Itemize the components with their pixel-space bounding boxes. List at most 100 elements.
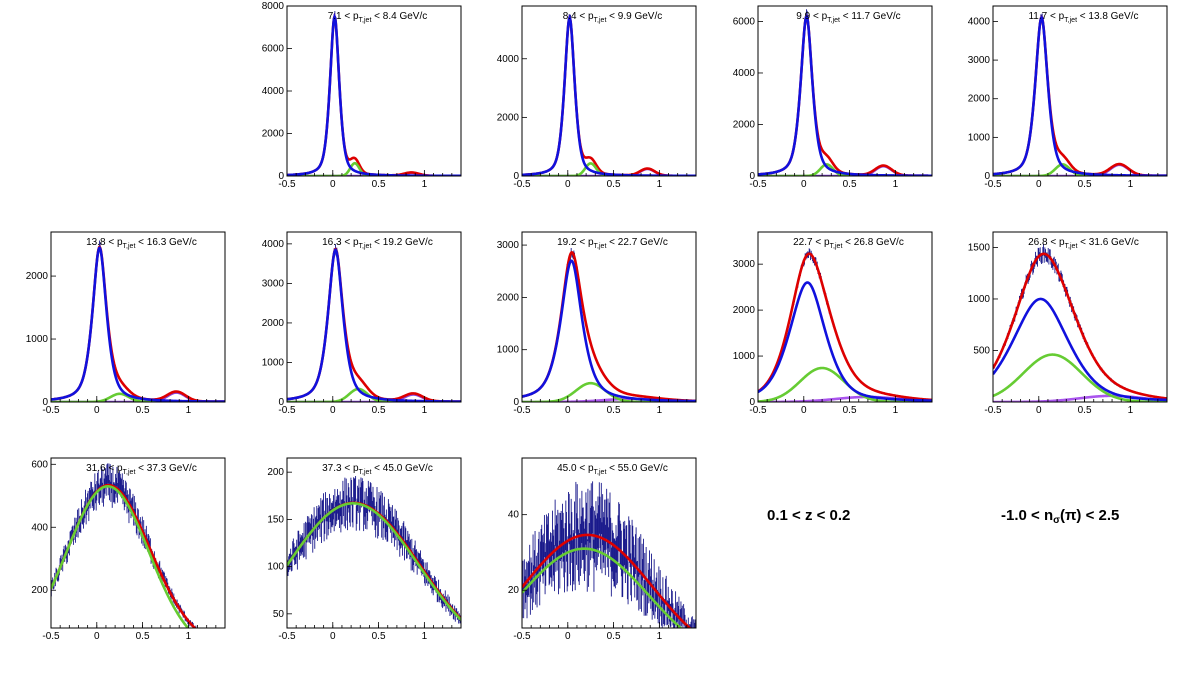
x-tick-label: -0.5 xyxy=(749,179,767,190)
axis-frame xyxy=(521,231,697,403)
total-fit-curve xyxy=(993,252,1167,400)
total-fit-curve xyxy=(522,533,692,628)
chart-panel: -0.5 0 0.5 1 0 1000 2000 13.8 < pT,jet < 16.3 G… xyxy=(26,231,226,416)
x-tick-label: 1 xyxy=(657,405,663,416)
x-tick-label: 0 xyxy=(1036,405,1042,416)
x-tick-label: 0 xyxy=(565,179,571,190)
kaon-fit-curve xyxy=(287,502,461,621)
panel-title: 7.1 < pT,jet < 8.4 GeV/c xyxy=(328,11,428,24)
y-tick-label: 0 xyxy=(749,397,755,408)
y-tick-label: 6000 xyxy=(733,16,756,27)
y-tick-label: 400 xyxy=(31,522,48,533)
x-tick-label: 0.5 xyxy=(372,631,386,642)
x-tick-label: -0.5 xyxy=(42,405,60,416)
nsigma-range-annotation: -1.0 < nσ(π) < 2.5 xyxy=(1001,507,1119,526)
y-tick-label: 3000 xyxy=(733,259,756,270)
x-tick-label: -0.5 xyxy=(984,179,1002,190)
y-tick-label: 1500 xyxy=(968,242,991,253)
x-tick-label: -0.5 xyxy=(984,405,1002,416)
pion-fit-curve xyxy=(993,297,1167,402)
y-tick-label: 0 xyxy=(278,171,284,182)
x-tick-label: 0 xyxy=(1036,179,1042,190)
x-tick-label: 0.5 xyxy=(843,179,857,190)
y-tick-label: 2000 xyxy=(733,119,756,130)
chart-svg: -0.5 0 0.5 1 200 400 600 31.6 < pT,jet < 37.3 G… xyxy=(31,457,226,642)
x-tick-label: 1 xyxy=(1128,405,1134,416)
axis-frame xyxy=(757,5,933,177)
kaon-fit-curve xyxy=(993,353,1167,402)
plot-area xyxy=(993,244,1167,402)
x-tick-label: -0.5 xyxy=(513,179,531,190)
plot-area xyxy=(287,244,461,402)
y-tick-label: 3000 xyxy=(262,278,285,289)
y-tick-label: 3000 xyxy=(497,240,520,251)
axis-frame xyxy=(286,231,462,403)
y-tick-label: 200 xyxy=(31,585,48,596)
y-tick-label: 2000 xyxy=(968,94,991,105)
y-tick-label: 1000 xyxy=(733,351,756,362)
panel-title: 19.2 < pT,jet < 22.7 GeV/c xyxy=(557,237,668,250)
plot-area xyxy=(51,240,225,402)
chart-panel: -0.5 0 0.5 1 0 1000 2000 3000 19.2 < pT,jet < 22… xyxy=(497,231,697,416)
axis-frame xyxy=(521,457,697,629)
plot-area xyxy=(522,14,696,176)
axis-frame xyxy=(286,457,462,629)
pion-fit-curve xyxy=(522,14,696,176)
pion-fit-curve xyxy=(522,259,696,402)
y-tick-label: 4000 xyxy=(733,68,756,79)
data-points xyxy=(758,248,932,401)
x-tick-label: -0.5 xyxy=(42,631,60,642)
y-tick-label: 3000 xyxy=(968,55,991,66)
x-tick-label: 0.5 xyxy=(372,405,386,416)
panel-title: 37.3 < pT,jet < 45.0 GeV/c xyxy=(322,463,433,476)
x-tick-label: 1 xyxy=(422,405,428,416)
pion-fit-curve xyxy=(758,14,932,176)
x-tick-label: 1 xyxy=(422,179,428,190)
axis-frame xyxy=(286,5,462,177)
x-tick-label: 0.5 xyxy=(607,405,621,416)
x-tick-label: 0 xyxy=(565,405,571,416)
data-points xyxy=(287,11,461,176)
panel-title: 11.7 < pT,jet < 13.8 GeV/c xyxy=(1028,11,1138,24)
data-points xyxy=(287,244,461,402)
x-tick-label: 1 xyxy=(893,179,899,190)
x-tick-label: 0.5 xyxy=(372,179,386,190)
y-tick-label: 200 xyxy=(267,467,284,478)
x-tick-label: 0.5 xyxy=(607,631,621,642)
pion-fit-curve xyxy=(287,248,461,402)
chart-panel: -0.5 0 0.5 1 0 2000 4000 6000 8000 7.1 < pT,jet <… xyxy=(262,1,462,190)
x-tick-label: 0.5 xyxy=(843,405,857,416)
x-tick-label: 0 xyxy=(94,631,100,642)
x-tick-label: 0 xyxy=(801,405,807,416)
panel-title: 22.7 < pT,jet < 26.8 GeV/c xyxy=(793,237,904,250)
chart-panel: -0.5 0 0.5 1 20 40 45.0 < pT,jet < 55.0 GeV/c xyxy=(508,457,697,642)
y-tick-label: 2000 xyxy=(262,318,285,329)
plot-area xyxy=(522,481,696,628)
plot-area xyxy=(758,9,932,176)
plot-area xyxy=(51,463,198,628)
y-tick-label: 2000 xyxy=(733,305,756,316)
y-tick-label: 6000 xyxy=(262,44,285,55)
x-tick-label: 0.5 xyxy=(607,179,621,190)
data-points xyxy=(287,475,461,624)
chart-panel: -0.5 0 0.5 1 0 2000 4000 8.4 < pT,jet < 9.9 GeV… xyxy=(497,5,697,190)
axis-frame xyxy=(50,457,226,629)
y-tick-label: 2000 xyxy=(26,271,49,282)
y-tick-label: 2000 xyxy=(262,129,285,140)
x-tick-label: -0.5 xyxy=(278,405,296,416)
y-tick-label: 1000 xyxy=(497,345,520,356)
y-tick-label: 1000 xyxy=(968,294,991,305)
total-fit-curve xyxy=(993,15,1167,176)
x-tick-label: 0 xyxy=(330,179,336,190)
x-tick-label: -0.5 xyxy=(278,631,296,642)
y-tick-label: 4000 xyxy=(497,54,520,65)
y-tick-label: 40 xyxy=(508,510,520,521)
x-tick-label: 1 xyxy=(186,631,192,642)
panel-title: 8.4 < pT,jet < 9.9 GeV/c xyxy=(563,11,663,24)
axis-frame xyxy=(992,231,1168,403)
chart-panel: -0.5 0 0.5 1 200 400 600 31.6 < pT,jet < 37.3 G… xyxy=(31,457,226,642)
x-tick-label: 1 xyxy=(1128,179,1134,190)
y-tick-label: 0 xyxy=(42,397,48,408)
